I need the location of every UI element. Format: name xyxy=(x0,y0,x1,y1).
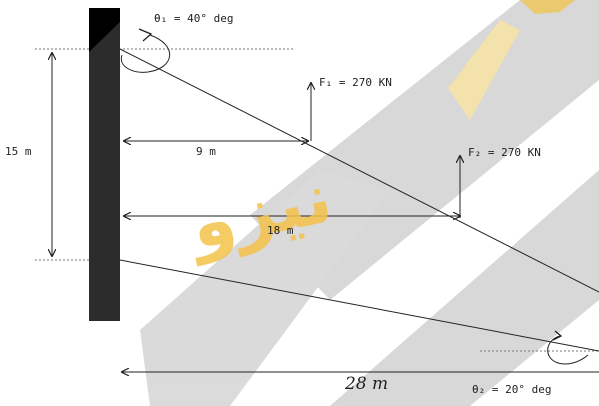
watermark-stripe-lower xyxy=(330,170,599,406)
theta1-angle-arc xyxy=(120,34,171,73)
theta1-label: θ₁ = 40° deg xyxy=(154,12,234,25)
theta1-arc-arrowhead xyxy=(138,28,153,42)
wall-top-cap xyxy=(89,8,120,52)
dimension-18m-label: 18 m xyxy=(267,224,294,237)
dimension-28m-label: 28 m xyxy=(345,374,389,394)
upper-cable xyxy=(119,48,599,293)
theta2-arc-arrowhead xyxy=(552,330,563,341)
force2-label: F₂ = 270 KN xyxy=(468,146,541,159)
theta2-label: θ₂ = 20° deg xyxy=(472,383,552,396)
wall-column xyxy=(89,8,120,321)
watermark-gold-accent xyxy=(448,20,520,120)
watermark-gold-tip xyxy=(520,0,575,14)
force1-label: F₁ = 270 KN xyxy=(319,76,392,89)
dimension-9m-label: 9 m xyxy=(196,145,216,158)
height-dimension-label: 15 m xyxy=(5,145,32,158)
theta2-angle-arc xyxy=(547,335,589,365)
lower-cable xyxy=(119,259,599,352)
